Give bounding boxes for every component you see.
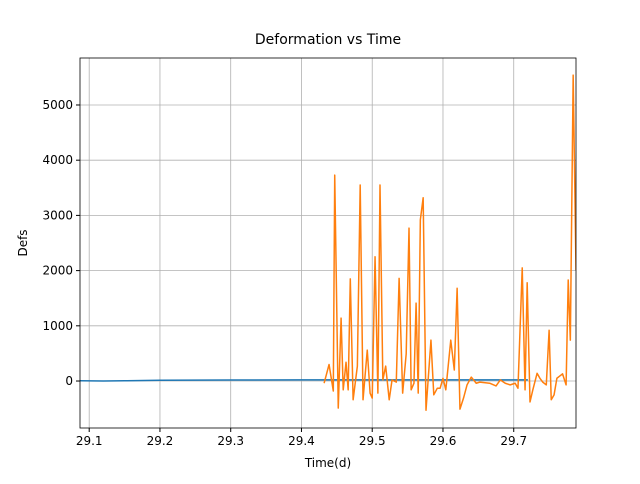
x-axis-label: Time(d) bbox=[304, 456, 351, 470]
data-line bbox=[323, 74, 576, 412]
data-line bbox=[80, 379, 528, 382]
x-tick-label: 29.3 bbox=[217, 434, 244, 448]
y-tick-label: 5000 bbox=[42, 98, 73, 112]
x-tick-label: 29.4 bbox=[288, 434, 315, 448]
axes-frame bbox=[79, 57, 577, 429]
y-tick-label: 4000 bbox=[42, 153, 73, 167]
x-tick-label: 29.7 bbox=[500, 434, 527, 448]
x-tick-label: 29.1 bbox=[76, 434, 103, 448]
y-tick-label: 0 bbox=[65, 374, 73, 388]
plot-area bbox=[80, 74, 576, 412]
grid bbox=[80, 58, 576, 428]
x-tick-label: 29.6 bbox=[430, 434, 457, 448]
y-axis-label: Defs bbox=[16, 229, 30, 256]
y-tick-label: 3000 bbox=[42, 208, 73, 222]
y-tick-label: 1000 bbox=[42, 319, 73, 333]
x-tick-label: 29.5 bbox=[359, 434, 386, 448]
x-tick-label: 29.2 bbox=[147, 434, 174, 448]
chart-title: Deformation vs Time bbox=[255, 32, 401, 48]
y-tick-label: 2000 bbox=[42, 264, 73, 278]
